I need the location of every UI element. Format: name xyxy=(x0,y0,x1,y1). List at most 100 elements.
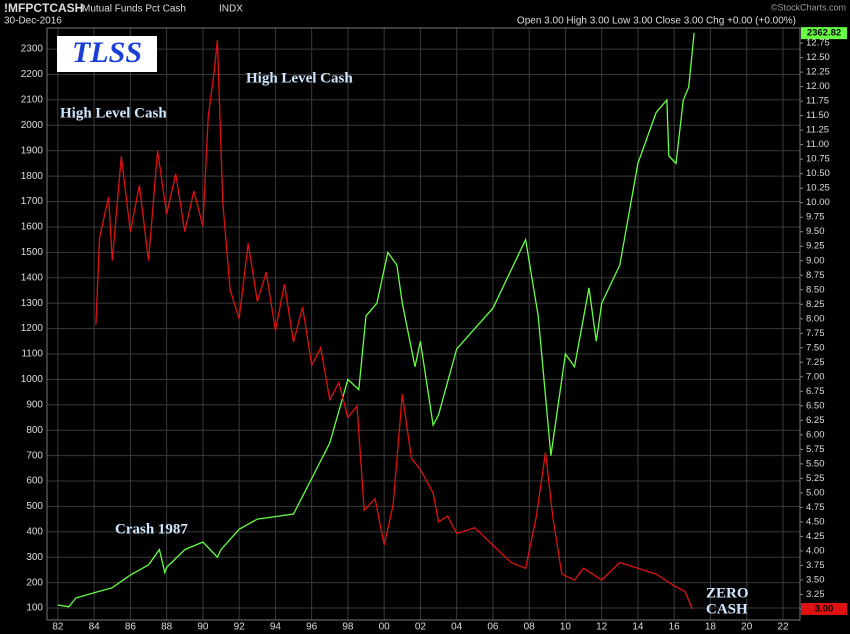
y2-tick-label: 6.50 xyxy=(806,400,825,411)
y2-tick-label: 5.25 xyxy=(806,473,825,484)
y2-tick-label: 11.00 xyxy=(806,139,829,150)
x-tick-label: 86 xyxy=(125,622,137,633)
y2-tick-label: 3.25 xyxy=(806,589,825,600)
y-tick-label: 1500 xyxy=(21,247,44,258)
y2-tick-label: 3.50 xyxy=(806,574,825,585)
y2-tick-label: 5.00 xyxy=(806,487,825,498)
logo: TLSS xyxy=(72,36,142,69)
y2-tick-label: 12.25 xyxy=(806,67,830,78)
x-tick-label: 82 xyxy=(52,622,64,633)
y-tick-label: 700 xyxy=(26,450,43,461)
annotation: ZERO xyxy=(706,585,749,601)
y-tick-label: 1600 xyxy=(21,222,44,233)
y-tick-label: 1800 xyxy=(21,171,44,182)
annotation: High Level Cash xyxy=(60,105,167,121)
y-tick-label: 2000 xyxy=(21,120,44,131)
annotation: High Level Cash xyxy=(246,70,353,86)
instrument-name: Mutual Funds Pct Cash xyxy=(82,4,186,15)
y-tick-label: 1900 xyxy=(21,145,44,156)
y2-tick-label: 4.25 xyxy=(806,531,825,542)
x-tick-label: 02 xyxy=(415,622,427,633)
x-tick-label: 06 xyxy=(487,622,499,633)
y2-tick-label: 5.50 xyxy=(806,458,825,469)
exchange: INDX xyxy=(219,4,243,15)
y2-tick-label: 7.75 xyxy=(806,328,825,339)
y2-tick-label: 10.00 xyxy=(806,197,830,208)
y2-tick-label: 8.25 xyxy=(806,299,825,310)
x-tick-label: 04 xyxy=(451,622,463,633)
x-tick-label: 90 xyxy=(197,622,209,633)
x-tick-label: 14 xyxy=(632,622,644,633)
y-tick-label: 800 xyxy=(26,425,43,436)
y2-tick-label: 8.50 xyxy=(806,284,825,295)
logo-box xyxy=(57,36,157,72)
y-tick-label: 1100 xyxy=(21,349,43,360)
y2-tick-label: 7.25 xyxy=(806,357,825,368)
y2-tick-label: 12.50 xyxy=(806,52,830,63)
y-tick-label: 500 xyxy=(26,501,43,512)
y2-tick-label: 4.00 xyxy=(806,545,825,556)
y2-tick-label: 6.00 xyxy=(806,429,825,440)
annotation: Crash 1987 xyxy=(115,521,188,537)
y2-tick-label: 11.25 xyxy=(806,125,829,136)
y2-tick-label: 8.75 xyxy=(806,270,825,281)
y-tick-label: 1400 xyxy=(21,272,44,283)
x-tick-label: 96 xyxy=(306,622,318,633)
y-tick-label: 400 xyxy=(26,526,43,537)
plot-border xyxy=(46,27,801,621)
y2-tick-label: 10.25 xyxy=(806,183,830,194)
x-tick-label: 20 xyxy=(741,622,753,633)
y2-tick-label: 9.25 xyxy=(806,241,825,252)
x-tick-label: 98 xyxy=(342,622,354,633)
y2-tick-label: 4.50 xyxy=(806,516,825,527)
y-tick-label: 300 xyxy=(26,552,43,563)
last-value-label: 3.00 xyxy=(815,603,834,614)
last-value-box xyxy=(801,602,847,615)
y2-tick-label: 7.00 xyxy=(806,371,825,382)
source: ©StockCharts.com xyxy=(771,2,846,12)
y2-tick-label: 9.50 xyxy=(806,226,825,237)
y-tick-label: 900 xyxy=(26,399,43,410)
y2-tick-label: 8.00 xyxy=(806,313,825,324)
last-value-label: 2362.82 xyxy=(807,28,841,39)
y-tick-label: 100 xyxy=(26,603,43,614)
x-tick-label: 00 xyxy=(379,622,391,633)
y-tick-label: 600 xyxy=(26,476,43,487)
y2-tick-label: 3.75 xyxy=(806,560,825,571)
x-tick-label: 12 xyxy=(596,622,608,633)
x-tick-label: 16 xyxy=(669,622,681,633)
line xyxy=(57,33,695,608)
symbol: !MFPCTCASH xyxy=(4,1,83,15)
y-tick-label: 1700 xyxy=(21,196,44,207)
x-tick-label: 08 xyxy=(524,622,536,633)
y-tick-label: 1300 xyxy=(21,298,44,309)
x-tick-label: 22 xyxy=(777,622,789,633)
y2-tick-label: 11.50 xyxy=(806,110,829,121)
y2-tick-label: 9.75 xyxy=(806,212,825,223)
y2-tick-label: 5.75 xyxy=(806,444,825,455)
date: 30-Dec-2016 xyxy=(4,16,62,27)
y2-tick-label: 4.75 xyxy=(806,502,825,513)
plot-area xyxy=(46,27,803,621)
y-tick-label: 2300 xyxy=(21,44,44,55)
x-tick-label: 94 xyxy=(270,622,282,633)
annotation: CASH xyxy=(706,601,748,617)
y2-tick-label: 7.50 xyxy=(806,342,825,353)
quote: Open 3.00 High 3.00 Low 3.00 Close 3.00 … xyxy=(517,16,796,27)
y2-tick-label: 11.75 xyxy=(806,96,829,107)
x-tick-label: 92 xyxy=(234,622,246,633)
y-tick-label: 1000 xyxy=(21,374,44,385)
x-tick-label: 18 xyxy=(705,622,717,633)
y-tick-label: 1200 xyxy=(21,323,44,334)
x-tick-label: 84 xyxy=(89,622,101,633)
y2-tick-label: 12.75 xyxy=(806,38,830,49)
x-tick-label: 10 xyxy=(560,622,572,633)
y-tick-label: 2200 xyxy=(21,69,44,80)
y2-tick-label: 10.75 xyxy=(806,154,830,165)
y2-tick-label: 10.50 xyxy=(806,168,830,179)
y2-tick-label: 6.75 xyxy=(806,386,825,397)
y2-tick-label: 9.00 xyxy=(806,255,825,266)
y2-tick-label: 12.00 xyxy=(806,81,830,92)
